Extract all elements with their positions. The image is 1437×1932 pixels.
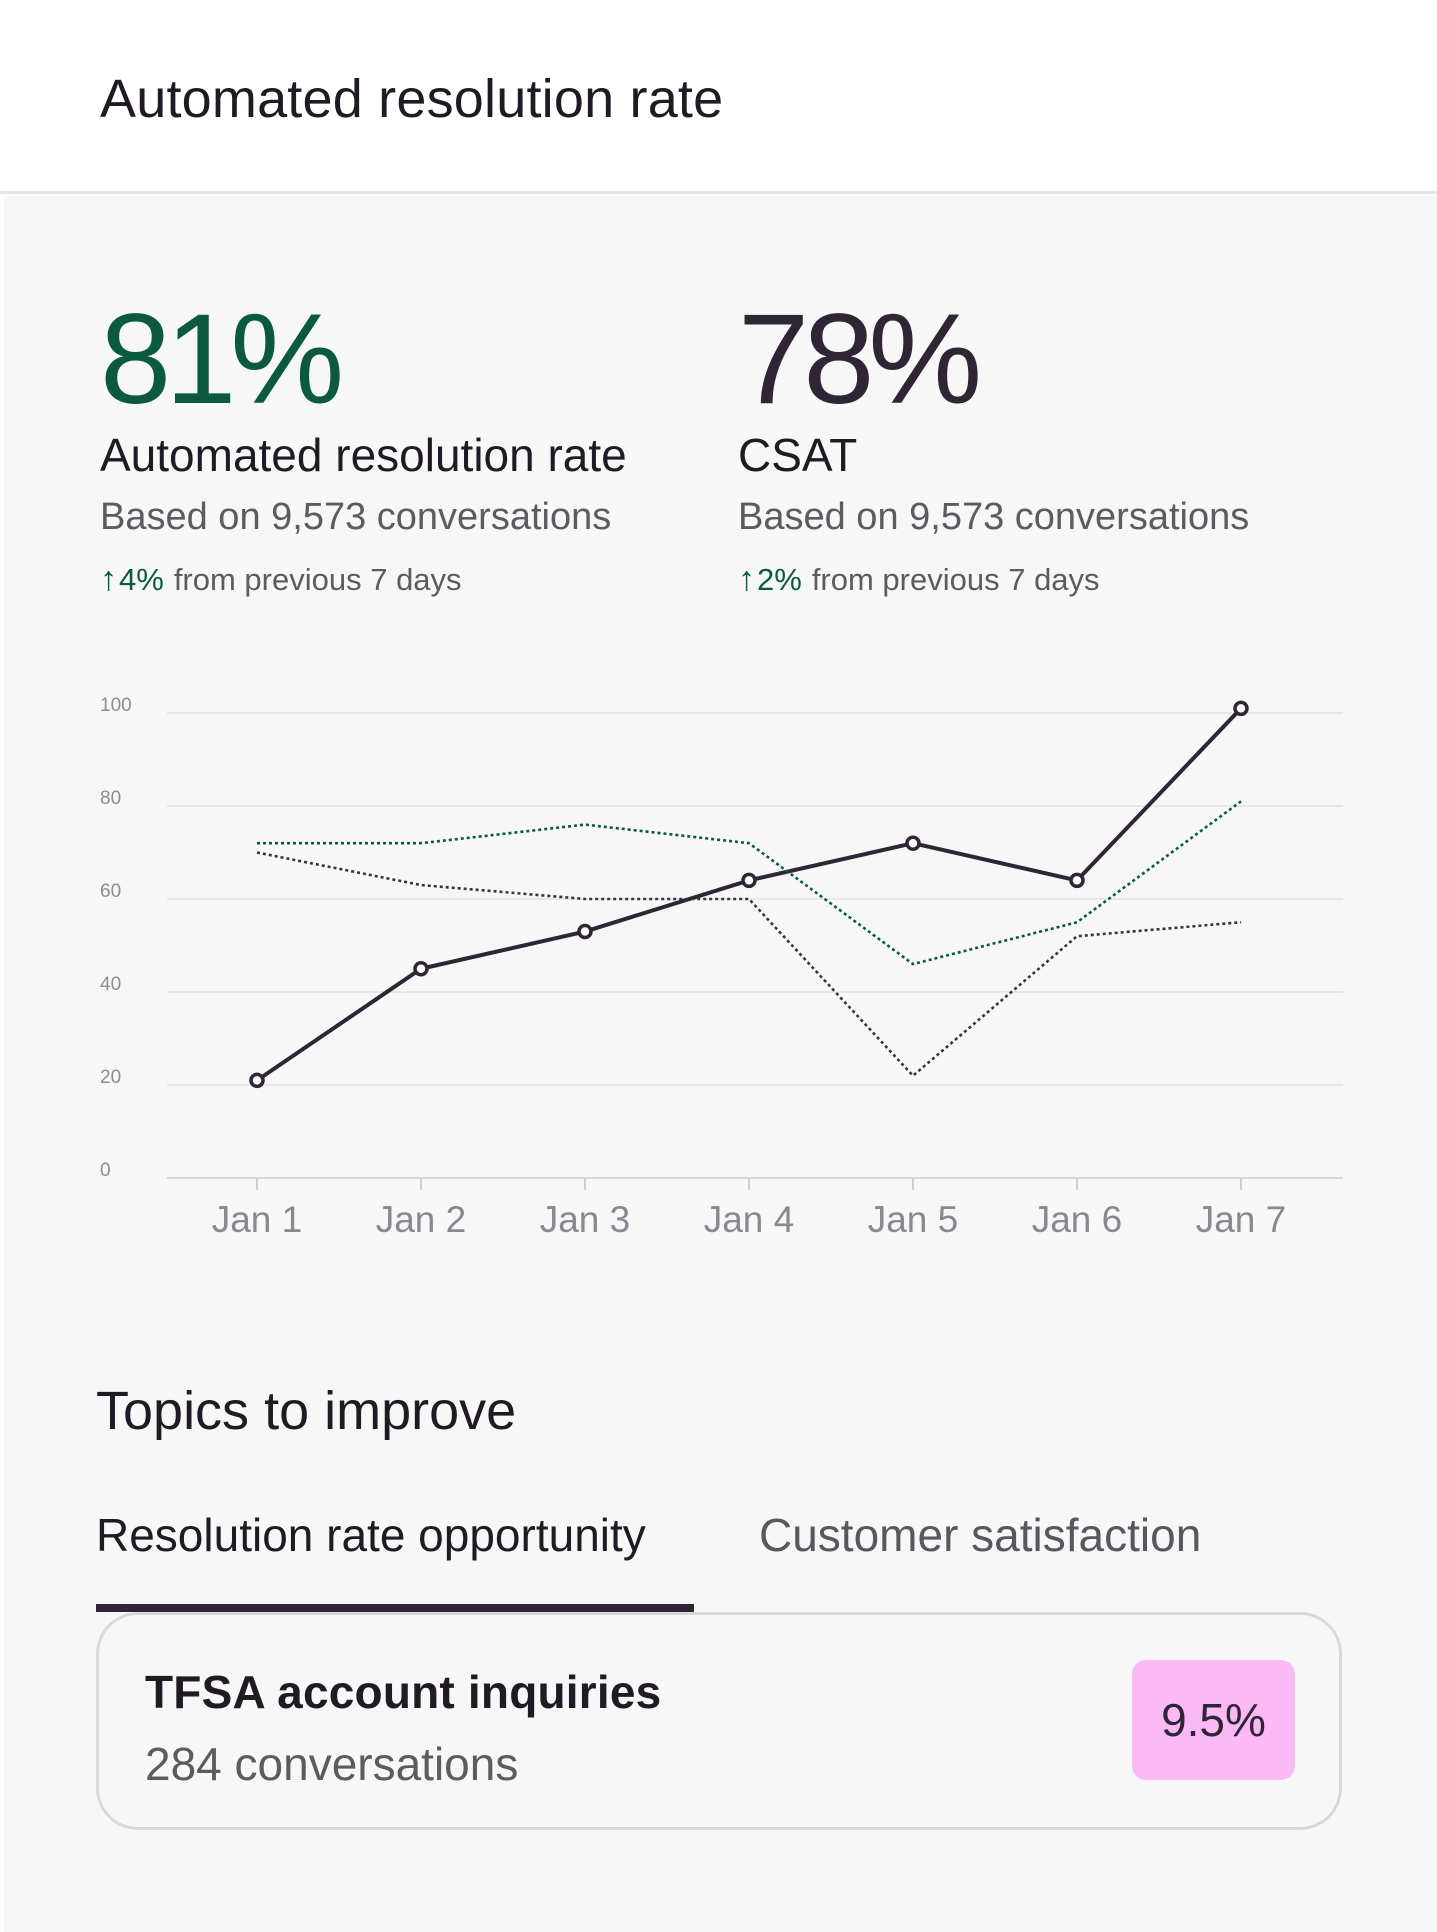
x-tick-label: Jan 4 [704,1199,795,1240]
arrow-up-icon: ↑ [738,560,755,598]
metric-change: ↑ 2% from previous 7 days [738,560,1100,599]
y-tick-label: 20 [100,1067,121,1088]
metric-subtitle: Based on 9,573 conversations [738,496,1250,538]
topic-title: TFSA account inquiries [145,1666,662,1718]
x-tick-label: Jan 5 [868,1199,959,1240]
dashboard-panel: 81% Automated resolution rate Based on 9… [4,196,1437,1932]
tab-resolution-rate-opportunity[interactable]: Resolution rate opportunity [96,1509,646,1561]
change-percent: 4% [119,561,164,597]
y-tick-label: 60 [100,881,121,902]
topic-percent-badge: 9.5% [1132,1660,1295,1780]
metric-label: Automated resolution rate [100,429,627,481]
arrow-up-icon: ↑ [100,560,117,598]
data-point [249,1072,265,1089]
page-header: Automated resolution rate [0,0,1437,194]
x-tick-label: Jan 2 [376,1199,467,1240]
x-tick-label: Jan 7 [1196,1199,1287,1240]
metric-label: CSAT [738,429,858,481]
y-tick-label: 100 [100,695,132,716]
change-text: from previous 7 days [173,561,462,597]
change-percent: 2% [757,561,802,597]
x-tick-label: Jan 3 [540,1199,631,1240]
y-tick-label: 40 [100,974,121,995]
page-title: Automated resolution rate [100,69,724,129]
data-point [577,923,593,940]
topic-card[interactable]: TFSA account inquiries 284 conversations… [96,1612,1342,1830]
x-tick-label: Jan 6 [1032,1199,1123,1240]
y-tick-label: 0 [100,1160,111,1181]
series-line-2 [257,800,1242,966]
series-line-1 [255,706,1243,1083]
data-point [1069,872,1085,889]
topic-conversation-count: 284 conversations [145,1738,519,1790]
tab-customer-satisfaction[interactable]: Customer satisfaction [759,1509,1202,1561]
y-tick-label: 80 [100,788,121,809]
data-point [905,835,921,851]
x-tick-label: Jan 1 [212,1199,303,1240]
data-point [1233,700,1249,717]
data-point [741,872,757,889]
metric-subtitle: Based on 9,573 conversations [100,496,612,538]
active-tab-indicator [96,1604,694,1612]
metric-value: 81% [100,288,344,431]
section-title: Topics to improve [96,1381,517,1441]
metric-value: 78% [738,288,982,431]
change-text: from previous 7 days [811,561,1100,597]
metric-change: ↑ 4% from previous 7 days [100,560,462,599]
line-chart: 0 20 40 60 80 100 Jan 1 Jan 2 Jan 3 Jan 4 Jan 5 Jan… [100,695,1343,1240]
data-point [413,961,429,977]
